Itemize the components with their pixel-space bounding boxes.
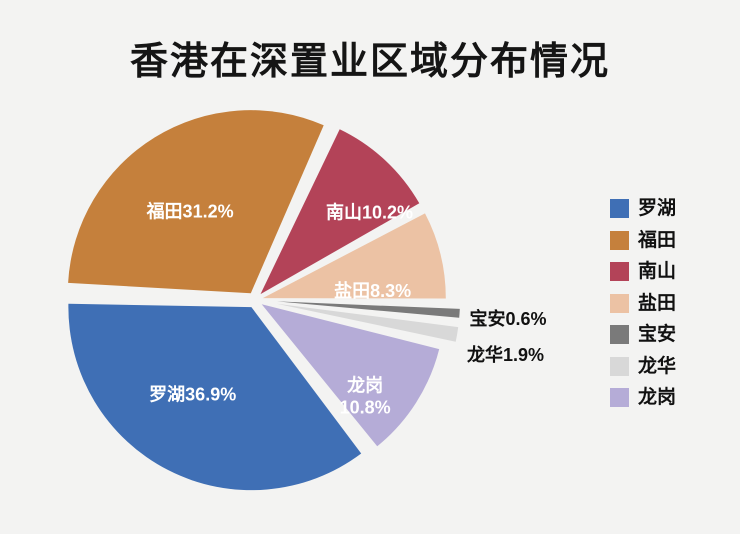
legend-item-2: 南山	[610, 256, 676, 288]
legend-item-5: 龙华	[610, 351, 676, 383]
pie-slice-0	[68, 303, 362, 491]
legend-label: 福田	[638, 229, 677, 251]
legend-swatch	[610, 293, 629, 313]
legend-label: 宝安	[638, 324, 677, 346]
slice-label-6: 龙岗 10.8%	[340, 374, 391, 417]
pie-slice-6	[261, 304, 440, 447]
slice-label-0: 罗湖36.9%	[149, 384, 236, 404]
slice-label-1: 福田31.2%	[146, 201, 234, 222]
legend-swatch	[610, 325, 629, 345]
legend-label: 龙岗	[638, 387, 677, 409]
legend-swatch	[610, 388, 629, 408]
slice-label-3: 盐田8.3%	[334, 280, 411, 301]
legend-label: 南山	[638, 261, 677, 283]
legend-item-6: 龙岗	[610, 382, 676, 414]
legend-item-3: 盐田	[610, 288, 676, 320]
pie-slice-3	[262, 213, 446, 299]
legend-swatch	[610, 262, 629, 282]
legend: 罗湖福田南山盐田宝安龙华龙岗	[610, 193, 676, 414]
legend-label: 盐田	[638, 292, 677, 314]
legend-swatch	[610, 356, 629, 376]
chart-title: 香港在深置业区域分布情况	[129, 41, 610, 83]
legend-swatch	[610, 230, 629, 250]
legend-item-0: 罗湖	[610, 193, 676, 225]
slice-label-5: 龙华1.9%	[467, 344, 544, 365]
legend-item-4: 宝安	[610, 319, 676, 351]
slice-label-2: 南山10.2%	[326, 201, 413, 222]
pie-slice-2	[260, 129, 420, 295]
legend-label: 罗湖	[638, 198, 677, 220]
slice-label-4: 宝安0.6%	[470, 308, 547, 329]
legend-item-1: 福田	[610, 225, 676, 257]
pie-slice-4	[277, 301, 460, 318]
legend-swatch	[610, 199, 629, 219]
pie-slice-5	[276, 303, 459, 342]
pie-slice-1	[68, 110, 324, 294]
legend-label: 龙华	[638, 355, 677, 377]
